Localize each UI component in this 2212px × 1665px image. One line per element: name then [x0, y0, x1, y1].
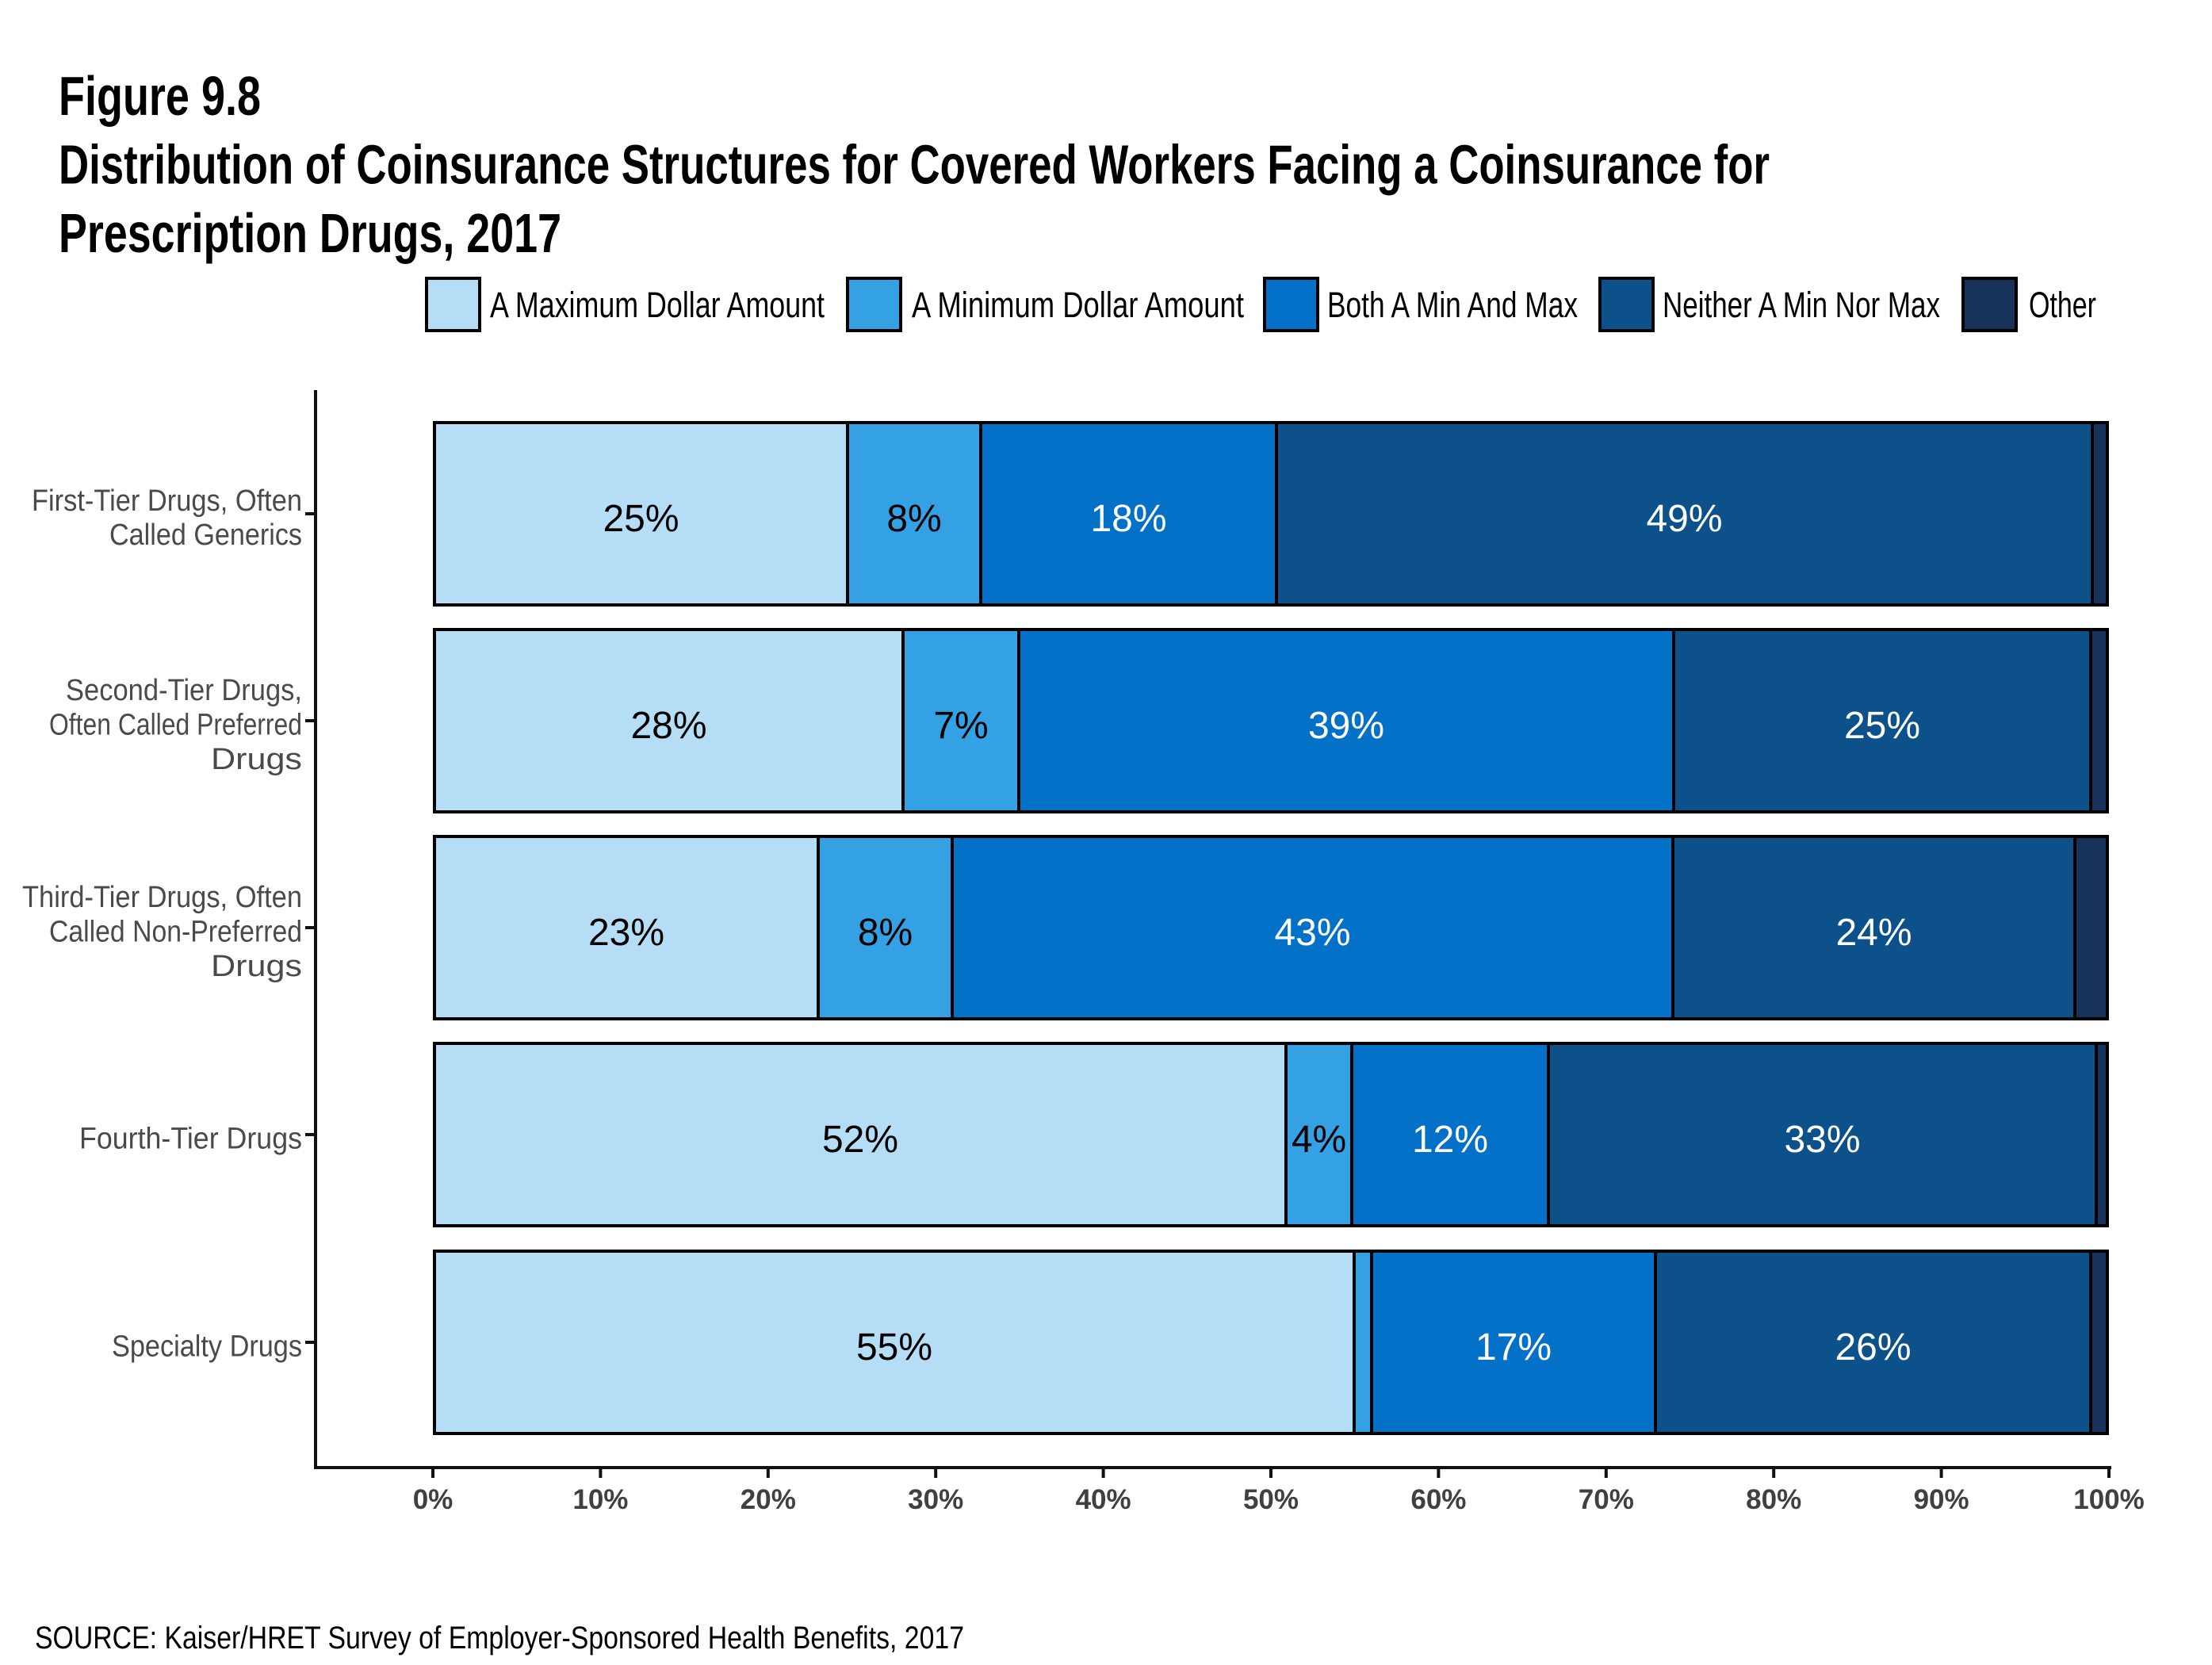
svg-text:70%: 70%	[1579, 1484, 1634, 1515]
svg-text:80%: 80%	[1746, 1484, 1801, 1515]
svg-text:Prescription Drugs, 2017: Prescription Drugs, 2017	[59, 202, 561, 264]
svg-text:30%: 30%	[908, 1484, 963, 1515]
svg-text:Both A Min And Max: Both A Min And Max	[1327, 285, 1578, 325]
svg-text:Neither A Min Nor Max: Neither A Min Nor Max	[1663, 285, 1940, 325]
svg-text:43%: 43%	[1274, 912, 1350, 954]
svg-text:10%: 10%	[572, 1484, 628, 1515]
svg-text:49%: 49%	[1646, 498, 1722, 540]
svg-text:52%: 52%	[822, 1119, 898, 1161]
svg-text:17%: 17%	[1475, 1326, 1552, 1368]
svg-text:First-Tier Drugs, Often: First-Tier Drugs, Often	[32, 484, 302, 518]
svg-text:Third-Tier Drugs, Often: Third-Tier Drugs, Often	[22, 881, 302, 914]
svg-text:Often Called Preferred: Often Called Preferred	[49, 709, 302, 742]
svg-text:20%: 20%	[741, 1484, 796, 1515]
svg-text:25%: 25%	[1844, 705, 1920, 747]
svg-text:Other: Other	[2029, 285, 2096, 325]
svg-text:28%: 28%	[630, 705, 706, 747]
svg-text:33%: 33%	[1784, 1119, 1860, 1161]
svg-text:23%: 23%	[588, 912, 664, 954]
svg-text:26%: 26%	[1835, 1326, 1911, 1368]
svg-text:25%: 25%	[603, 498, 679, 540]
svg-text:39%: 39%	[1308, 705, 1384, 747]
svg-text:8%: 8%	[886, 498, 941, 540]
svg-text:A Maximum Dollar Amount: A Maximum Dollar Amount	[490, 285, 825, 325]
svg-text:Called Non-Preferred: Called Non-Preferred	[49, 916, 302, 949]
svg-text:0%: 0%	[413, 1484, 453, 1515]
svg-text:18%: 18%	[1090, 498, 1166, 540]
svg-text:60%: 60%	[1410, 1484, 1466, 1515]
svg-text:7%: 7%	[933, 705, 988, 747]
svg-text:Fourth-Tier Drugs: Fourth-Tier Drugs	[79, 1123, 302, 1156]
svg-text:8%: 8%	[858, 912, 913, 954]
svg-text:Drugs: Drugs	[211, 950, 302, 983]
svg-text:90%: 90%	[1914, 1484, 1969, 1515]
svg-text:24%: 24%	[1835, 912, 1912, 954]
svg-text:50%: 50%	[1243, 1484, 1299, 1515]
svg-text:SOURCE: Kaiser/HRET Survey of: SOURCE: Kaiser/HRET Survey of Employer-S…	[35, 1621, 964, 1655]
svg-text:Second-Tier Drugs,: Second-Tier Drugs,	[66, 674, 302, 707]
svg-text:Figure 9.8: Figure 9.8	[59, 65, 261, 127]
svg-text:12%: 12%	[1412, 1119, 1488, 1161]
svg-text:4%: 4%	[1292, 1119, 1346, 1161]
svg-text:40%: 40%	[1076, 1484, 1131, 1515]
svg-text:100%: 100%	[2073, 1484, 2145, 1515]
svg-text:Specialty Drugs: Specialty Drugs	[112, 1330, 302, 1364]
svg-text:Drugs: Drugs	[211, 743, 302, 776]
svg-text:A Minimum Dollar Amount: A Minimum Dollar Amount	[912, 285, 1244, 325]
svg-text:Called Generics: Called Generics	[109, 519, 302, 552]
svg-text:Distribution of Coinsurance St: Distribution of Coinsurance Structures f…	[59, 134, 1770, 196]
svg-text:55%: 55%	[856, 1326, 932, 1368]
